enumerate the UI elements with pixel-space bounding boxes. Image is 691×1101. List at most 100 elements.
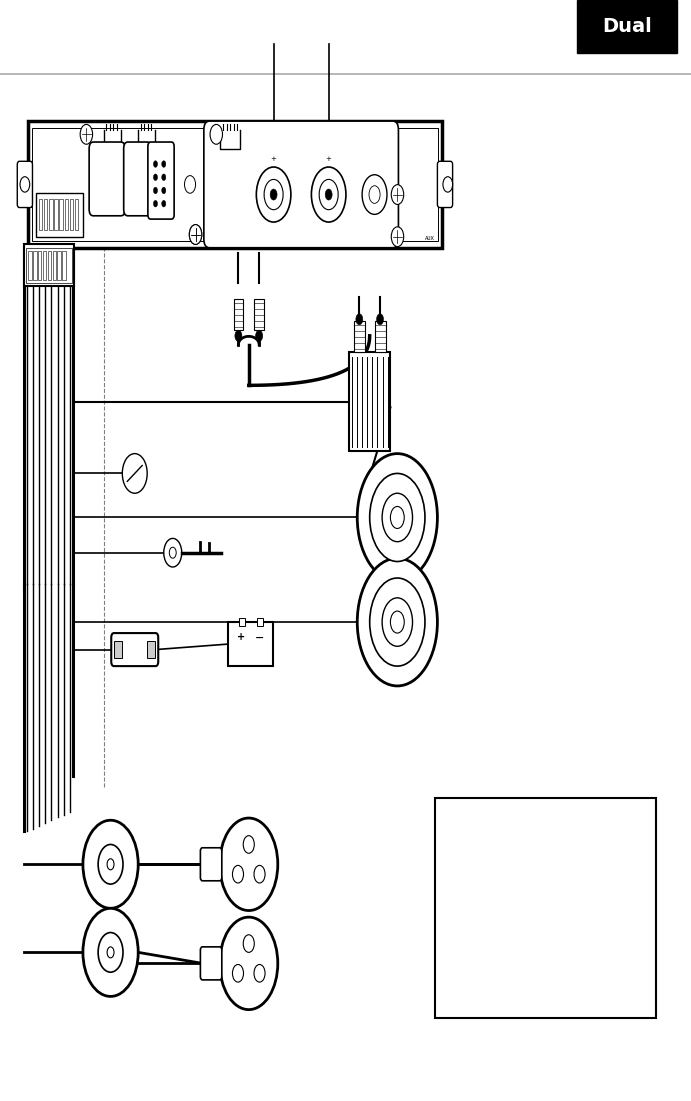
Bar: [375, 321, 386, 352]
Bar: [349, 352, 390, 451]
Circle shape: [83, 820, 138, 908]
Circle shape: [220, 917, 278, 1010]
Text: Dual: Dual: [603, 17, 652, 36]
Circle shape: [232, 865, 243, 883]
Circle shape: [369, 186, 380, 204]
Circle shape: [264, 179, 283, 209]
Circle shape: [319, 179, 338, 209]
Bar: [70, 199, 73, 230]
Bar: [59, 199, 63, 230]
FancyBboxPatch shape: [17, 161, 32, 207]
Circle shape: [189, 225, 202, 244]
Bar: [57, 251, 61, 280]
Circle shape: [243, 836, 254, 853]
Circle shape: [162, 161, 166, 167]
FancyBboxPatch shape: [204, 121, 399, 248]
Circle shape: [107, 859, 114, 870]
Bar: [28, 251, 32, 280]
Circle shape: [83, 908, 138, 996]
Bar: [577, 0, 677, 53]
Circle shape: [390, 611, 404, 633]
Bar: [53, 251, 56, 280]
Bar: [234, 299, 243, 330]
Circle shape: [20, 177, 30, 192]
Circle shape: [189, 225, 202, 244]
Circle shape: [162, 200, 166, 207]
FancyBboxPatch shape: [148, 142, 174, 219]
Bar: [239, 618, 245, 626]
FancyBboxPatch shape: [124, 142, 151, 216]
FancyBboxPatch shape: [32, 128, 438, 241]
Circle shape: [210, 124, 223, 144]
Circle shape: [162, 174, 166, 181]
Bar: [48, 251, 51, 280]
Circle shape: [153, 200, 158, 207]
Circle shape: [312, 167, 346, 222]
FancyBboxPatch shape: [26, 248, 72, 283]
Circle shape: [256, 330, 263, 341]
Bar: [254, 299, 264, 330]
FancyBboxPatch shape: [89, 142, 125, 216]
Circle shape: [162, 187, 166, 194]
Bar: [55, 199, 58, 230]
Circle shape: [153, 174, 158, 181]
Circle shape: [164, 538, 182, 567]
Circle shape: [232, 964, 243, 982]
Bar: [62, 251, 66, 280]
Bar: [36, 193, 83, 237]
Bar: [39, 199, 42, 230]
Text: +: +: [238, 632, 245, 643]
Circle shape: [370, 578, 425, 666]
Circle shape: [377, 314, 384, 325]
Bar: [44, 199, 47, 230]
Bar: [49, 199, 53, 230]
Circle shape: [391, 227, 404, 247]
Circle shape: [390, 506, 404, 528]
FancyBboxPatch shape: [24, 244, 74, 286]
Circle shape: [243, 935, 254, 952]
Circle shape: [362, 175, 387, 215]
Circle shape: [235, 330, 242, 341]
Text: AUX: AUX: [425, 236, 435, 241]
Text: −: −: [255, 632, 264, 643]
Circle shape: [357, 454, 437, 581]
Circle shape: [356, 314, 363, 325]
FancyBboxPatch shape: [200, 848, 222, 881]
Circle shape: [107, 947, 114, 958]
Bar: [354, 321, 365, 352]
FancyBboxPatch shape: [437, 161, 453, 207]
Bar: [114, 641, 122, 658]
Circle shape: [357, 558, 437, 686]
Circle shape: [270, 189, 277, 200]
Circle shape: [254, 964, 265, 982]
Circle shape: [184, 176, 196, 194]
Circle shape: [98, 844, 123, 884]
Bar: [257, 618, 263, 626]
Text: +: +: [271, 155, 276, 162]
Bar: [43, 251, 46, 280]
Circle shape: [80, 124, 93, 144]
Bar: [65, 199, 68, 230]
Bar: [75, 199, 79, 230]
Bar: [38, 251, 41, 280]
FancyBboxPatch shape: [200, 947, 222, 980]
Bar: [435, 798, 656, 1018]
Circle shape: [325, 189, 332, 200]
Circle shape: [98, 933, 123, 972]
Circle shape: [256, 167, 291, 222]
Text: +: +: [325, 155, 332, 162]
Bar: [33, 251, 37, 280]
Circle shape: [153, 161, 158, 167]
Circle shape: [254, 865, 265, 883]
Circle shape: [443, 177, 453, 192]
FancyBboxPatch shape: [111, 633, 158, 666]
Circle shape: [169, 547, 176, 558]
Bar: [147, 641, 155, 658]
FancyBboxPatch shape: [28, 121, 442, 248]
Circle shape: [382, 493, 413, 542]
Circle shape: [220, 818, 278, 911]
Circle shape: [122, 454, 147, 493]
Circle shape: [153, 187, 158, 194]
Circle shape: [370, 473, 425, 562]
Circle shape: [391, 185, 404, 205]
